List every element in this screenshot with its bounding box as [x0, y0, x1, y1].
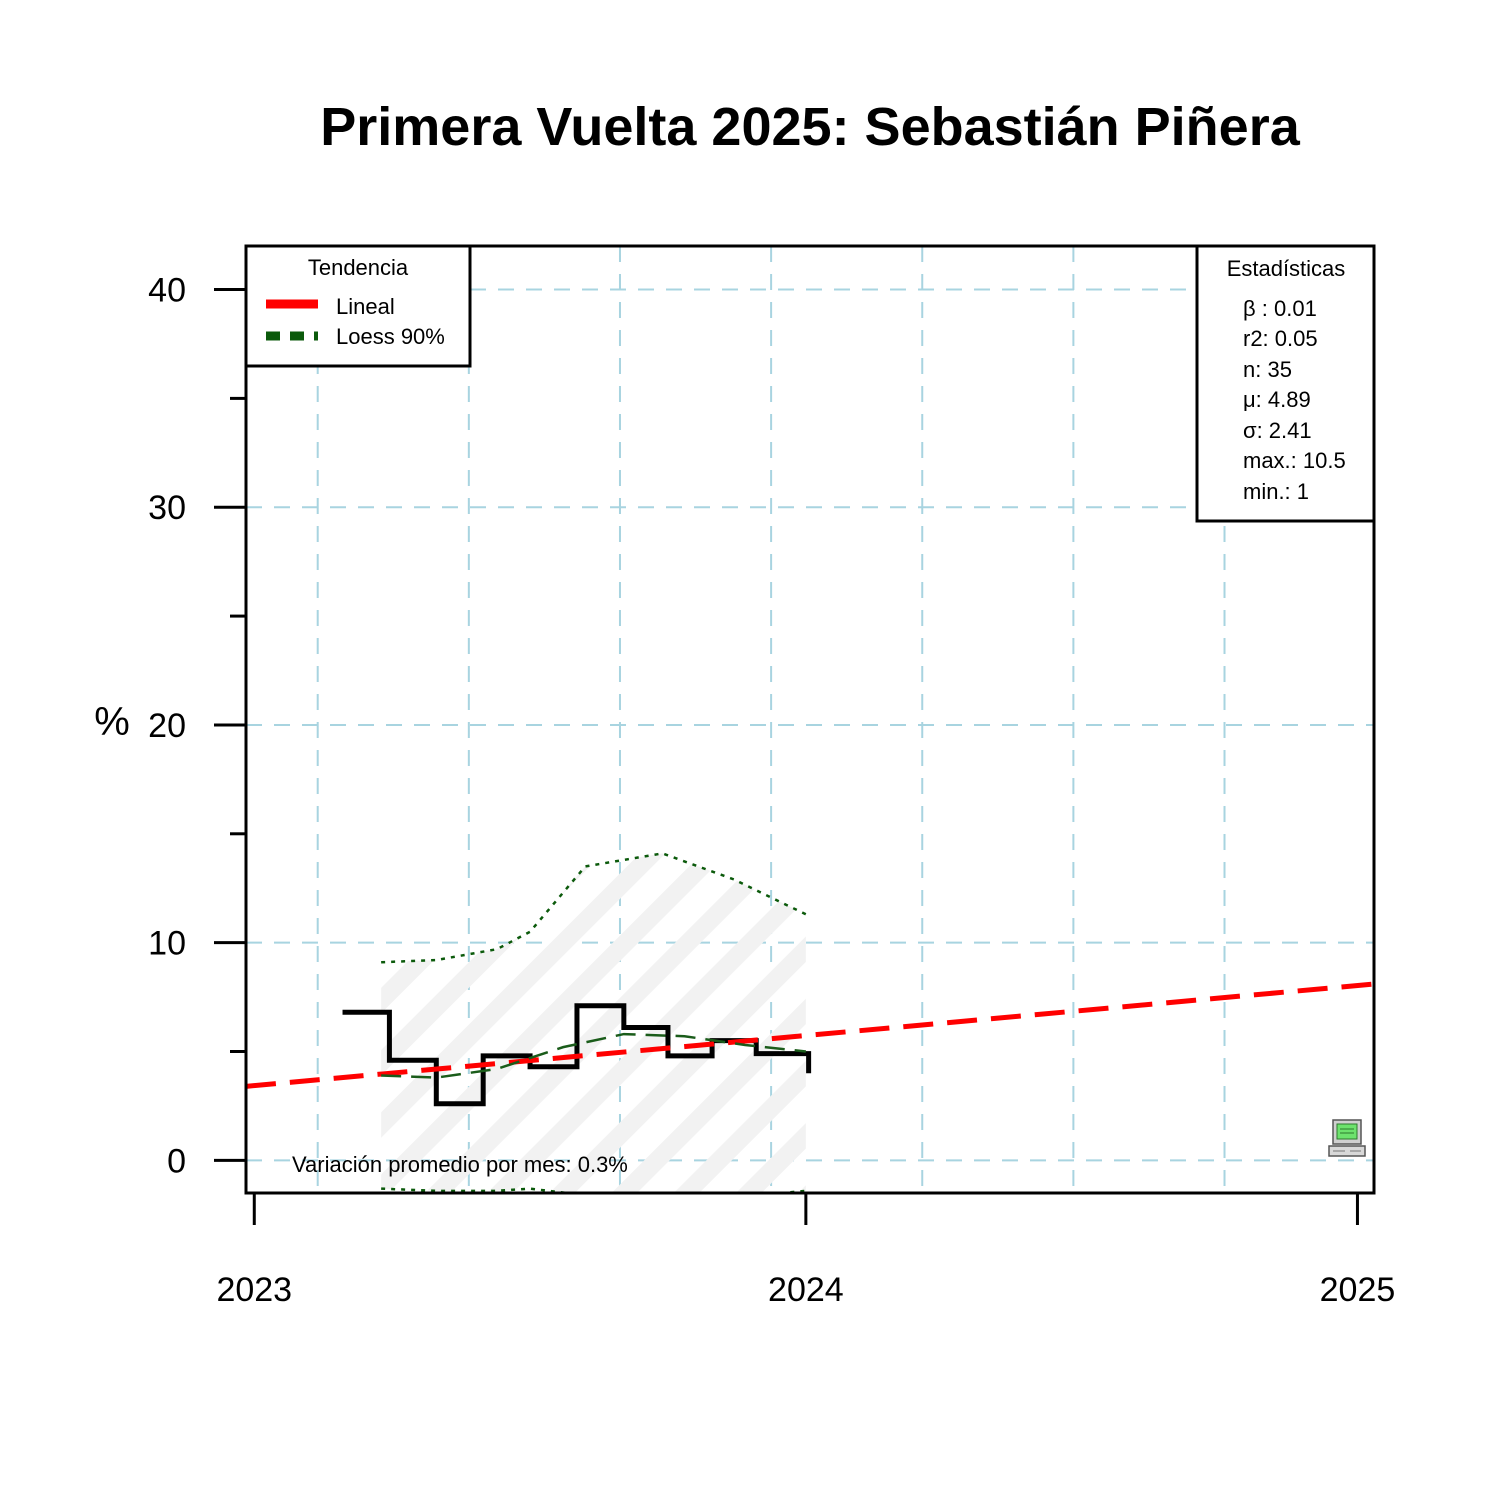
y-tick-label: 0: [167, 1142, 186, 1180]
y-tick-label: 40: [148, 272, 186, 310]
confidence-band-area: [381, 853, 806, 1193]
x-tick-label: 2023: [216, 1271, 292, 1309]
series-group: [246, 852, 1374, 1193]
series-poll-step-line: [342, 1003, 812, 1107]
stats-line: max.: 10.5: [1243, 448, 1346, 473]
legend: Tendencia Lineal Loess 90%: [244, 244, 472, 368]
stats-box-frame: [1195, 244, 1376, 523]
stats-line: r2: 0.05: [1243, 326, 1318, 351]
stats-line: σ: 2.41: [1243, 418, 1312, 443]
x-tick-label: 2024: [768, 1271, 844, 1309]
axes: 0 10 20 30 40 2023 2024 2025: [148, 272, 1395, 1309]
stats-line: n: 35: [1243, 357, 1292, 382]
legend-title: Tendencia: [308, 255, 409, 280]
confidence-band: [381, 853, 806, 1193]
y-axis-label: %: [94, 700, 130, 744]
y-tick-label: 10: [148, 925, 186, 963]
y-tick-label: 30: [148, 489, 186, 527]
stats-title: Estadísticas: [1227, 256, 1346, 281]
stats-box: Estadísticas β : 0.01 r2: 0.05 n: 35 μ: …: [1195, 244, 1376, 523]
x-tick-label: 2025: [1320, 1271, 1396, 1309]
plot-frame: [244, 244, 1376, 1195]
legend-label-loess: Loess 90%: [336, 324, 445, 349]
annotation-variation: Variación promedio por mes: 0.3%: [292, 1152, 628, 1177]
y-tick-label: 20: [148, 707, 186, 745]
stats-line: β : 0.01: [1243, 296, 1317, 321]
series-lineal-trend: [246, 981, 1374, 1089]
chart-title: Primera Vuelta 2025: Sebastián Piñera: [320, 97, 1300, 157]
legend-label-lineal: Lineal: [336, 294, 395, 319]
stats-line: min.: 1: [1243, 479, 1309, 504]
stats-line: μ: 4.89: [1243, 387, 1311, 412]
series-loess-upper-band: [381, 852, 807, 964]
series-loess-trend: [381, 1032, 806, 1079]
computer-icon: [1328, 1119, 1366, 1157]
